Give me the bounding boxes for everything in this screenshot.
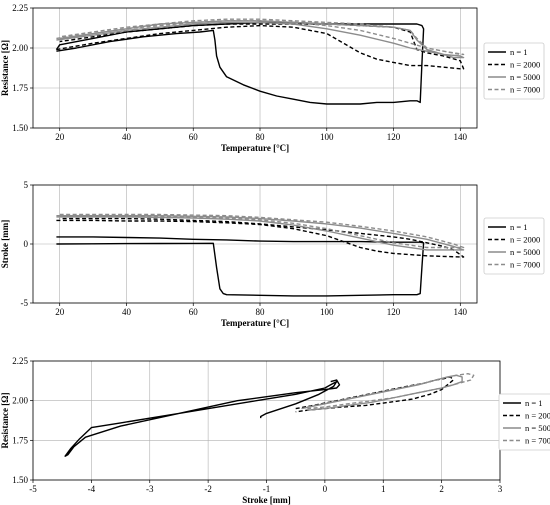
tick-label-x: 60	[189, 307, 199, 317]
tick-label-y: 1.50	[12, 123, 28, 133]
tick-label-x: 0	[323, 484, 328, 494]
tick-label-x: 120	[387, 132, 401, 142]
tick-label-x: 40	[122, 307, 132, 317]
x-axis-title: Temperature [°C]	[221, 318, 289, 328]
tick-label-x: 100	[320, 132, 334, 142]
series-line-4	[56, 213, 465, 249]
tick-label-x: 80	[256, 307, 266, 317]
tick-label-x: 40	[122, 132, 132, 142]
plot-frame	[32, 7, 478, 129]
legend-label-1: n = 1	[510, 222, 528, 232]
legend-label-3: n = 5000	[510, 72, 540, 82]
series-line-2	[56, 23, 465, 70]
series-line-3	[301, 374, 463, 411]
tick-label-y: 5	[24, 180, 29, 190]
tick-label-y: 2.25	[12, 356, 28, 366]
legend-label-2: n = 2000	[510, 60, 540, 70]
series-line-1	[55, 21, 425, 105]
tick-label-y: 2.25	[12, 3, 28, 13]
tick-label-x: 140	[454, 307, 468, 317]
legend: n = 1 n = 2000 n = 5000 n = 7000	[483, 42, 545, 100]
legend-label-4: n = 7000	[510, 85, 540, 95]
tick-label-x: -1	[263, 484, 271, 494]
tick-label-y: 1.50	[12, 475, 28, 485]
tick-label-y: 2.00	[12, 43, 28, 53]
legend-box	[498, 393, 550, 451]
chart-panel-2: 20 40 60 80 100 120 140 -5 0 5 Temperature [°C] Str…	[0, 180, 545, 328]
legend-label-2: n = 2000	[510, 235, 540, 245]
tick-label-x: 20	[55, 132, 65, 142]
tick-label-x: 140	[454, 132, 468, 142]
y-axis-title: Resistance [Ω]	[0, 40, 10, 96]
series-line-4	[307, 373, 475, 410]
tick-label-x: -4	[88, 484, 96, 494]
series-line-1	[56, 236, 425, 297]
x-axis-title: Temperature [°C]	[221, 143, 289, 153]
tick-label-x: 80	[256, 132, 266, 142]
tick-label-y: 0	[24, 239, 29, 249]
legend-label-4: n = 7000	[510, 260, 540, 270]
tick-label-x: 1	[381, 484, 386, 494]
tick-label-x: 20	[55, 307, 65, 317]
x-axis-title: Stroke [mm]	[242, 495, 291, 505]
chart-panel-1: 20 40 60 80 100 120 140 1.50 1.75 2.00 2.25 Tempera…	[0, 3, 545, 153]
legend-label-3: n = 5000	[525, 423, 550, 433]
legend-box	[483, 42, 545, 100]
series-line-4	[56, 18, 465, 56]
tick-label-x: 3	[498, 484, 503, 494]
tick-label-y: 1.75	[12, 435, 28, 445]
tick-label-x: 2	[439, 484, 444, 494]
legend-label-1: n = 1	[510, 47, 528, 57]
chart-panel-3: -5 -4 -3 -2 -1 0 1 2 3 1.50 1.75 2.00 2.25 Stroke [mm…	[0, 356, 550, 505]
legend: n = 1 n = 2000 n = 5000 n = 7000	[498, 393, 550, 451]
tick-label-x: 120	[387, 307, 401, 317]
y-axis-title: Stroke [mm]	[0, 220, 10, 269]
series-line-3	[56, 215, 465, 251]
tick-label-y: 2.00	[12, 396, 28, 406]
tick-label-x: -5	[29, 484, 37, 494]
legend-label-1: n = 1	[525, 398, 543, 408]
series-group	[55, 18, 465, 105]
tick-label-x: -3	[146, 484, 154, 494]
legend: n = 1 n = 2000 n = 5000 n = 7000	[483, 217, 545, 275]
tick-label-x: 60	[189, 132, 199, 142]
legend-box	[483, 217, 545, 275]
series-line-1	[64, 379, 341, 457]
series-group	[56, 213, 465, 297]
tick-label-x: 100	[320, 307, 334, 317]
tick-label-y: -5	[21, 298, 29, 308]
tick-label-x: -2	[204, 484, 212, 494]
y-axis-title: Resistance [Ω]	[0, 393, 10, 449]
legend-label-4: n = 7000	[525, 436, 550, 446]
legend-label-3: n = 5000	[510, 247, 540, 257]
tick-label-y: 1.75	[12, 83, 28, 93]
series-group	[64, 373, 475, 457]
legend-label-2: n = 2000	[525, 411, 550, 421]
